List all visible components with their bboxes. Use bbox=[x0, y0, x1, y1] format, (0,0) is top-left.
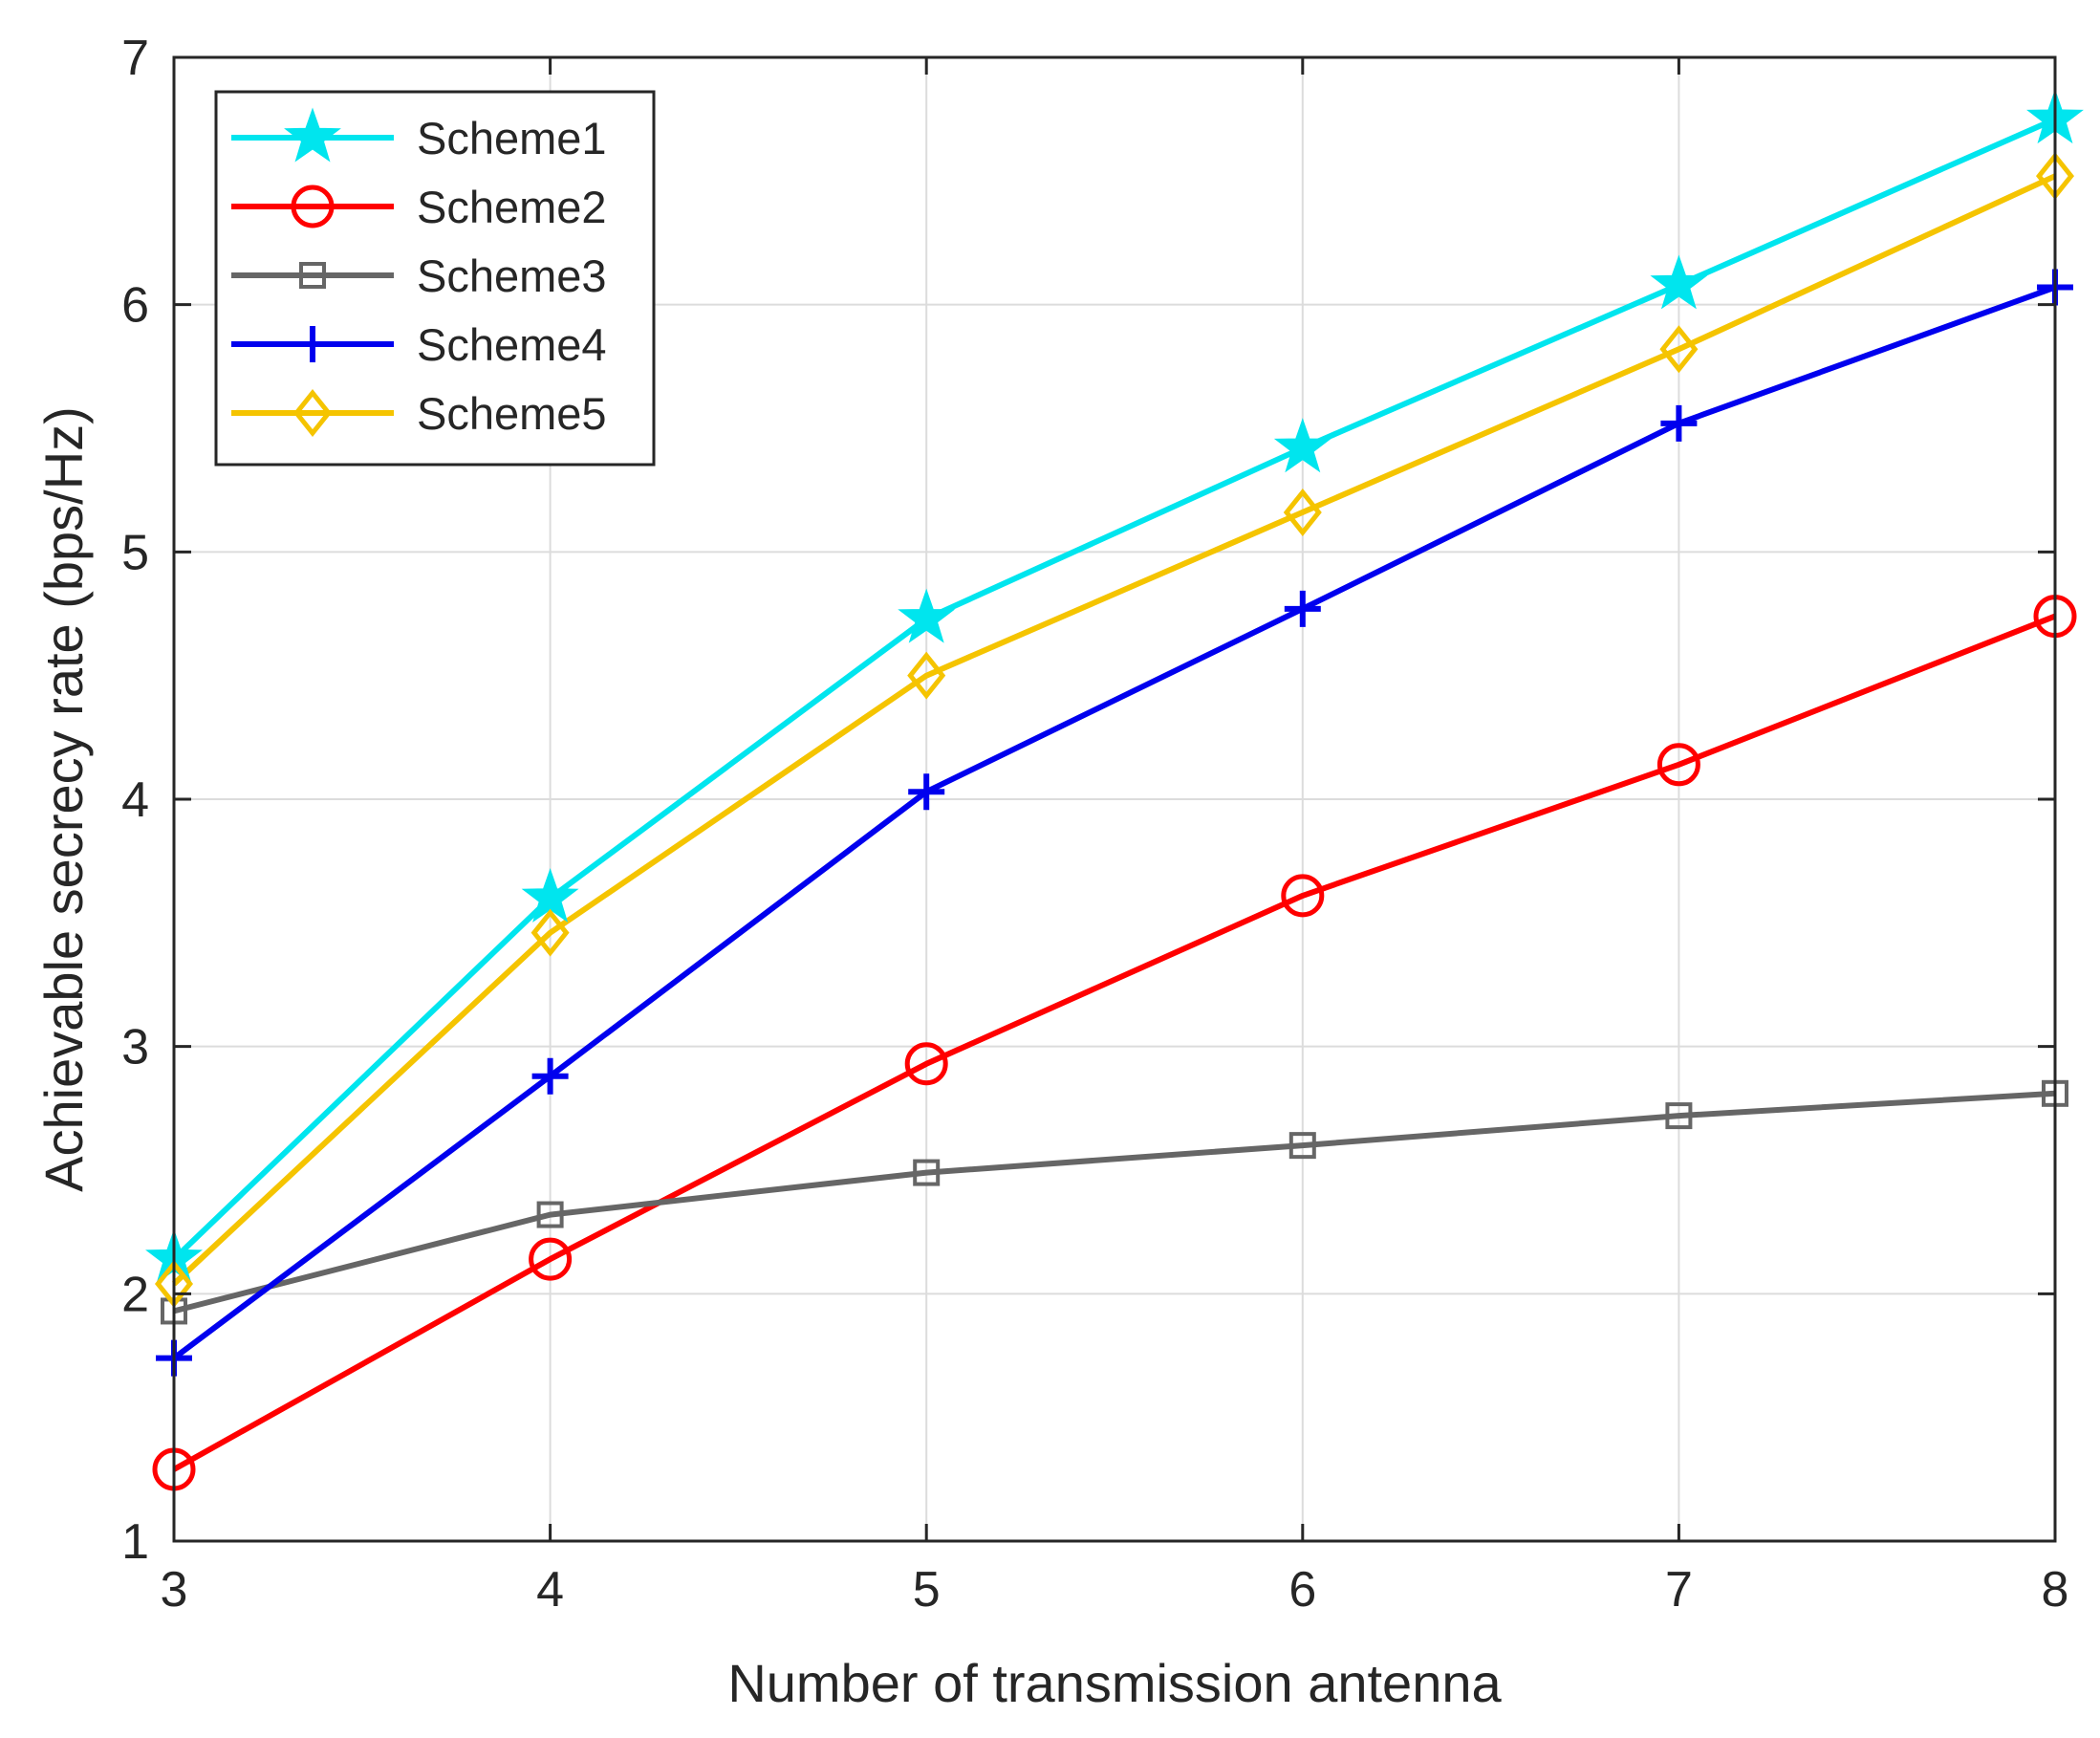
axis-ticks bbox=[172, 55, 2057, 1543]
legend-swatch-marker bbox=[294, 326, 331, 362]
legend-entry: Scheme2 bbox=[231, 182, 607, 232]
series-line-scheme1 bbox=[171, 116, 2057, 1262]
y-tick-label: 2 bbox=[121, 1267, 149, 1322]
legend-swatch-marker bbox=[299, 262, 326, 289]
data-point-scheme2 bbox=[1281, 874, 1325, 918]
x-tick-label: 6 bbox=[1288, 1562, 1316, 1618]
data-point-scheme1 bbox=[898, 588, 956, 643]
legend-label: Scheme3 bbox=[417, 250, 607, 301]
series-line-scheme3 bbox=[173, 1090, 2056, 1314]
data-point-scheme4 bbox=[1660, 404, 1698, 442]
y-tick-label: 1 bbox=[121, 1514, 149, 1570]
data-point-scheme4 bbox=[531, 1057, 569, 1095]
legend-label: Scheme2 bbox=[417, 182, 607, 232]
data-point-scheme5 bbox=[1283, 488, 1322, 536]
data-point-scheme2 bbox=[904, 1042, 948, 1086]
data-point-scheme3 bbox=[1288, 1132, 1316, 1160]
series-line-scheme4 bbox=[172, 284, 2057, 1361]
data-point-scheme5 bbox=[1659, 325, 1699, 374]
legend-entry: Scheme5 bbox=[231, 388, 607, 439]
legend: Scheme1 Scheme2 Scheme3 Scheme4 Scheme5 bbox=[214, 90, 656, 467]
x-tick-label: 7 bbox=[1665, 1562, 1693, 1618]
x-tick-labels: 3 4 5 6 7 8 bbox=[161, 1562, 2069, 1618]
data-point-scheme4 bbox=[908, 773, 945, 811]
data-point-scheme3 bbox=[913, 1159, 941, 1186]
y-tick-label: 6 bbox=[121, 278, 149, 334]
x-axis-label: Number of transmission antenna bbox=[727, 1653, 1502, 1713]
x-tick-label: 8 bbox=[2042, 1562, 2069, 1618]
legend-entry: Scheme1 bbox=[231, 107, 607, 163]
y-tick-label: 7 bbox=[121, 31, 149, 86]
legend-label: Scheme5 bbox=[417, 388, 607, 439]
data-point-scheme5 bbox=[530, 908, 570, 957]
data-point-scheme1 bbox=[1273, 418, 1331, 473]
series-line-scheme5 bbox=[171, 173, 2057, 1287]
series-lines bbox=[171, 116, 2057, 1472]
x-tick-label: 4 bbox=[536, 1562, 564, 1618]
x-tick-label: 3 bbox=[161, 1562, 188, 1618]
x-tick-label: 5 bbox=[913, 1562, 941, 1618]
legend-label: Scheme1 bbox=[417, 113, 607, 163]
legend-entry: Scheme4 bbox=[231, 319, 607, 370]
data-point-scheme2 bbox=[1656, 743, 1700, 787]
y-tick-labels: 1 2 3 4 5 6 7 bbox=[121, 31, 149, 1570]
legend-swatch-marker bbox=[291, 185, 335, 228]
series-line-scheme2 bbox=[172, 613, 2057, 1472]
data-point-scheme1 bbox=[1650, 254, 1708, 310]
y-tick-label: 3 bbox=[121, 1020, 149, 1075]
y-tick-label: 5 bbox=[121, 525, 149, 580]
y-tick-label: 4 bbox=[121, 772, 149, 828]
y-axis-label: Achievable secrecy rate (bps/Hz) bbox=[33, 406, 94, 1192]
data-point-scheme2 bbox=[529, 1237, 573, 1281]
data-point-scheme3 bbox=[1665, 1102, 1693, 1130]
data-point-scheme3 bbox=[536, 1201, 564, 1228]
legend-entry: Scheme3 bbox=[231, 250, 607, 301]
data-point-scheme5 bbox=[907, 651, 946, 700]
legend-swatch-marker bbox=[284, 107, 341, 163]
legend-label: Scheme4 bbox=[417, 319, 607, 370]
data-point-scheme4 bbox=[1284, 590, 1321, 627]
legend-swatch-marker bbox=[292, 388, 333, 438]
